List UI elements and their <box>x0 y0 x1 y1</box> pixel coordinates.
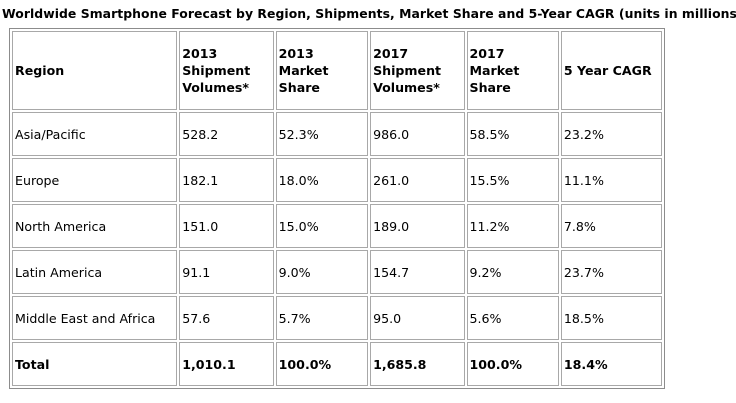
cell-2013-shipments: 91.1 <box>179 250 274 294</box>
cell-cagr: 18.5% <box>560 296 662 340</box>
column-header-region: Region <box>12 31 178 110</box>
cell-total-2013-shipments: 1,010.1 <box>179 342 274 386</box>
cell-cagr: 23.2% <box>560 112 662 156</box>
cell-cagr: 7.8% <box>560 204 662 248</box>
column-header-2013-shipments: 2013 Shipment Volumes* <box>179 31 274 110</box>
table-row: Europe 182.1 18.0% 261.0 15.5% 11.1% <box>12 158 662 202</box>
cell-total-cagr: 18.4% <box>560 342 662 386</box>
total-row: Total 1,010.1 100.0% 1,685.8 100.0% 18.4… <box>12 342 662 386</box>
cell-total-2013-market-share: 100.0% <box>275 342 369 386</box>
table-title: Worldwide Smartphone Forecast by Region,… <box>2 6 736 21</box>
cell-2017-market-share: 58.5% <box>466 112 559 156</box>
cell-2013-shipments: 528.2 <box>179 112 274 156</box>
table-row: Asia/Pacific 528.2 52.3% 986.0 58.5% 23.… <box>12 112 662 156</box>
cell-region: Latin America <box>12 250 178 294</box>
column-header-2017-shipments: 2017 Shipment Volumes* <box>370 31 465 110</box>
cell-2013-shipments: 57.6 <box>179 296 274 340</box>
cell-2013-market-share: 15.0% <box>275 204 369 248</box>
cell-2013-market-share: 18.0% <box>275 158 369 202</box>
cell-2013-market-share: 5.7% <box>275 296 369 340</box>
cell-2017-market-share: 5.6% <box>466 296 559 340</box>
cell-region: North America <box>12 204 178 248</box>
cell-2017-shipments: 986.0 <box>370 112 465 156</box>
header-row: Region 2013 Shipment Volumes* 2013 Marke… <box>12 31 662 110</box>
cell-2013-shipments: 151.0 <box>179 204 274 248</box>
cell-2017-shipments: 261.0 <box>370 158 465 202</box>
table-row: Middle East and Africa 57.6 5.7% 95.0 5.… <box>12 296 662 340</box>
table-row: Latin America 91.1 9.0% 154.7 9.2% 23.7% <box>12 250 662 294</box>
column-header-2017-market-share: 2017 Market Share <box>466 31 559 110</box>
cell-2017-shipments: 95.0 <box>370 296 465 340</box>
cell-2017-shipments: 189.0 <box>370 204 465 248</box>
cell-total-2017-shipments: 1,685.8 <box>370 342 465 386</box>
cell-region: Europe <box>12 158 178 202</box>
table-row: North America 151.0 15.0% 189.0 11.2% 7.… <box>12 204 662 248</box>
cell-cagr: 11.1% <box>560 158 662 202</box>
cell-2017-shipments: 154.7 <box>370 250 465 294</box>
forecast-table: Region 2013 Shipment Volumes* 2013 Marke… <box>9 28 665 389</box>
cell-2017-market-share: 9.2% <box>466 250 559 294</box>
column-header-cagr: 5 Year CAGR <box>560 31 662 110</box>
cell-2017-market-share: 11.2% <box>466 204 559 248</box>
cell-2013-market-share: 9.0% <box>275 250 369 294</box>
cell-total-2017-market-share: 100.0% <box>466 342 559 386</box>
cell-2017-market-share: 15.5% <box>466 158 559 202</box>
cell-cagr: 23.7% <box>560 250 662 294</box>
column-header-2013-market-share: 2013 Market Share <box>275 31 369 110</box>
cell-2013-shipments: 182.1 <box>179 158 274 202</box>
cell-region: Middle East and Africa <box>12 296 178 340</box>
cell-total-label: Total <box>12 342 178 386</box>
cell-region: Asia/Pacific <box>12 112 178 156</box>
cell-2013-market-share: 52.3% <box>275 112 369 156</box>
